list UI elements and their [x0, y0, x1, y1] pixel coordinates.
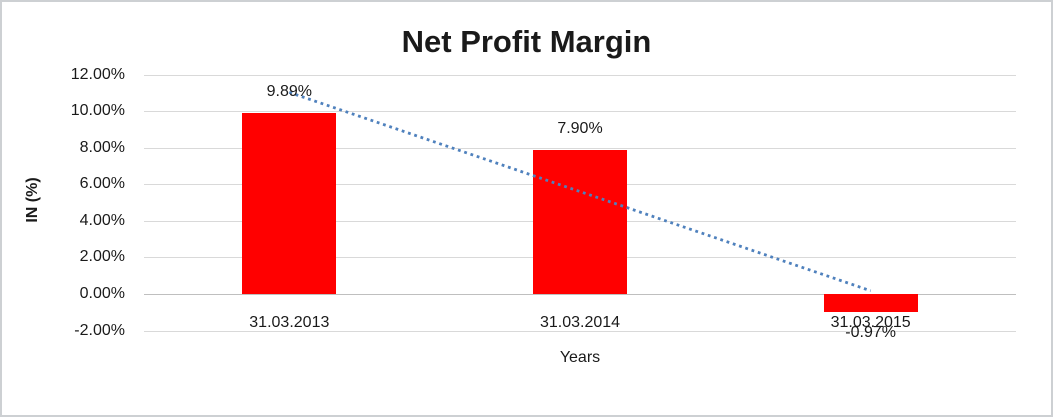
y-tick-label: 8.00% — [79, 138, 125, 156]
y-axis-title: IN (%) — [24, 177, 41, 223]
x-category-label: 31.03.2014 — [539, 314, 621, 331]
gridline — [144, 74, 1016, 76]
gridline — [144, 330, 1016, 332]
bar-value-label: 9.89% — [266, 83, 313, 101]
bar — [242, 113, 337, 294]
y-tick-label: 10.00% — [70, 102, 125, 120]
x-axis-line — [144, 294, 1016, 295]
y-tick-label: 0.00% — [79, 285, 125, 302]
y-tick-label: 12.00% — [70, 65, 125, 83]
bar — [533, 149, 627, 294]
gridline — [144, 111, 1016, 113]
x-category-label: 31.03.2015 — [830, 314, 911, 331]
x-axis-title: Years — [559, 349, 601, 366]
bar-value-label: 7.90% — [557, 119, 603, 137]
bar-value-label: -0.97% — [845, 323, 896, 341]
y-tick-label: 2.00% — [79, 248, 125, 266]
x-category-label: 31.03.2013 — [249, 314, 330, 331]
y-tick-label: -2.00% — [74, 321, 125, 339]
chart-title: Net Profit Margin — [401, 24, 652, 59]
bar — [823, 294, 918, 312]
y-tick-label: 6.00% — [79, 175, 125, 193]
y-tick-label: 4.00% — [79, 211, 125, 229]
